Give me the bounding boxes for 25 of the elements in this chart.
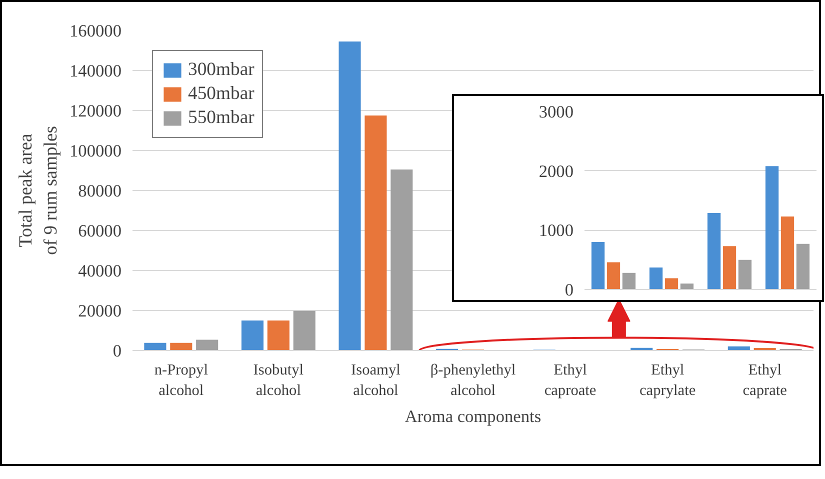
y-tick-label: 80000	[78, 182, 122, 200]
legend-label: 300mbar	[188, 59, 254, 81]
y-tick-label: 100000	[70, 142, 122, 160]
y-tick-label: 40000	[78, 262, 122, 280]
y-tick-label: 120000	[70, 102, 122, 120]
y-tick-label: 1000	[538, 221, 574, 240]
legend-label: 550mbar	[188, 107, 254, 129]
x-tick-label: Ethyl caprate	[742, 362, 788, 399]
x-axis-title: Aroma components	[404, 406, 542, 426]
y-tick-label: 0	[564, 280, 574, 300]
y-tick-label: 60000	[78, 222, 122, 240]
y-tick-label: 160000	[70, 22, 122, 40]
y-tick-label: 2000	[538, 162, 574, 181]
y-tick-label: 3000	[538, 102, 574, 122]
x-tick-label: Ethyl caprylate	[639, 362, 696, 399]
x-tick-label: n-Propyl alcohol	[154, 362, 208, 399]
x-tick-label: β-phenylethyl alcohol	[430, 362, 516, 399]
x-tick-label: Ethyl caproate	[544, 362, 596, 399]
legend-label: 450mbar	[188, 83, 254, 105]
x-tick-label: Isoamyl alcohol	[351, 362, 400, 399]
y-tick-label: 20000	[78, 302, 122, 320]
y-tick-label: 0	[112, 342, 122, 360]
y-axis-title: Total peak area of 9 rum samples	[15, 126, 62, 256]
y-tick-label: 140000	[70, 62, 122, 80]
x-tick-label: Isobutyl alcohol	[253, 362, 304, 399]
